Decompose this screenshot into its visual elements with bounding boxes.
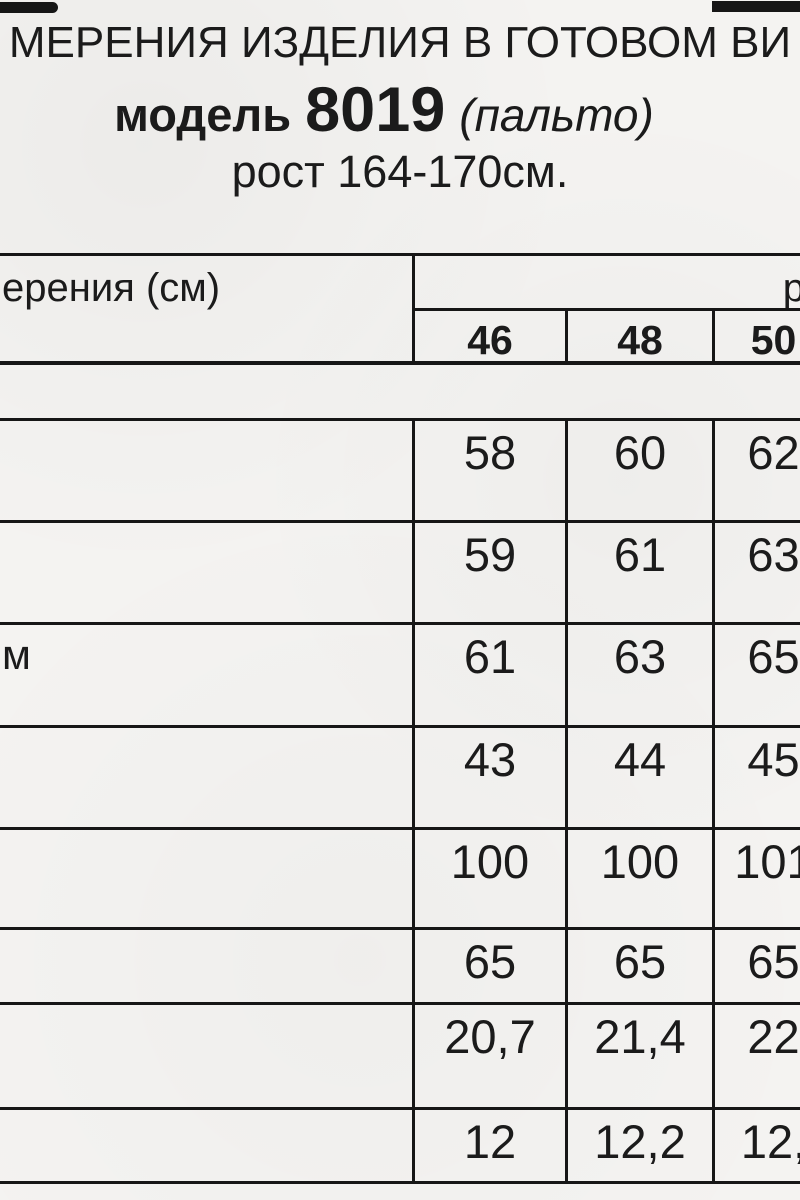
cell-value: 12 (463, 1115, 517, 1168)
cell-value: 59 (463, 528, 517, 581)
table-row: 65 65 65 (0, 930, 800, 1005)
table-row: 58 60 62 (0, 421, 800, 523)
cell-value: 12,2 (594, 1115, 686, 1168)
column-divider-label (412, 421, 415, 1181)
table-row: 12 12,2 12, (0, 1110, 800, 1181)
cell-value: 45 (747, 733, 800, 786)
cell-value: 44 (613, 733, 667, 786)
cell-value: 20,7 (444, 1010, 536, 1063)
cell-value: 63 (747, 528, 800, 581)
size-header-46: 46 (467, 317, 513, 363)
cell-value: 65 (747, 630, 800, 683)
cell-value: 61 (613, 528, 667, 581)
row-label: м (2, 631, 31, 678)
cell-value: 43 (463, 733, 517, 786)
cell-value: 65 (463, 935, 517, 988)
page-title: МЕРЕНИЯ ИЗДЕЛИЯ В ГОТОВОМ ВИ (8, 18, 792, 67)
size-header-48: 48 (617, 317, 663, 363)
cell-value: 101 (734, 835, 800, 888)
cell-value: 21,4 (594, 1010, 686, 1063)
cell-value: 62 (747, 426, 800, 479)
table-row: 20,7 21,4 22 (0, 1005, 800, 1110)
cell-value: 63 (613, 630, 667, 683)
size-divider-1 (565, 308, 568, 361)
cell-value: 22 (747, 1010, 800, 1063)
size-group-header: р (782, 266, 800, 310)
table-row: 43 44 45 (0, 728, 800, 830)
table-row: м 61 63 65 (0, 625, 800, 728)
top-edge-mark-right (712, 1, 800, 12)
size-header-50: 50 (750, 317, 797, 363)
size-divider-2 (712, 308, 715, 361)
cell-value: 100 (450, 835, 530, 888)
table-row: 100 100 101 (0, 830, 800, 930)
cell-value: 100 (600, 835, 680, 888)
cell-value: 65 (747, 935, 800, 988)
cell-value: 65 (613, 935, 667, 988)
table-row: 59 61 63 (0, 523, 800, 625)
cell-value: 60 (613, 426, 667, 479)
size-table-body: 58 60 62 59 61 63 м 61 63 65 43 44 45 100 100 101 65 65 65… (0, 418, 800, 1184)
model-label: модель (114, 88, 292, 141)
cell-value: 58 (463, 426, 517, 479)
size-table-header: ерения (см) р 46 48 50 (0, 253, 800, 365)
model-number: 8019 (305, 75, 446, 145)
model-line: модель 8019 (пальто) (0, 74, 784, 146)
top-edge-mark-left (0, 2, 58, 13)
model-type: (пальто) (459, 89, 654, 141)
measurement-column-header: ерения (см) (2, 266, 221, 310)
column-divider-48-50 (712, 421, 715, 1181)
cell-value: 61 (463, 630, 517, 683)
height-range: рост 164-170см. (231, 146, 569, 197)
column-divider-46-48 (565, 421, 568, 1181)
header-divider-vertical (412, 256, 415, 361)
cell-value: 12, (740, 1115, 800, 1168)
header-subdivider (415, 308, 800, 311)
